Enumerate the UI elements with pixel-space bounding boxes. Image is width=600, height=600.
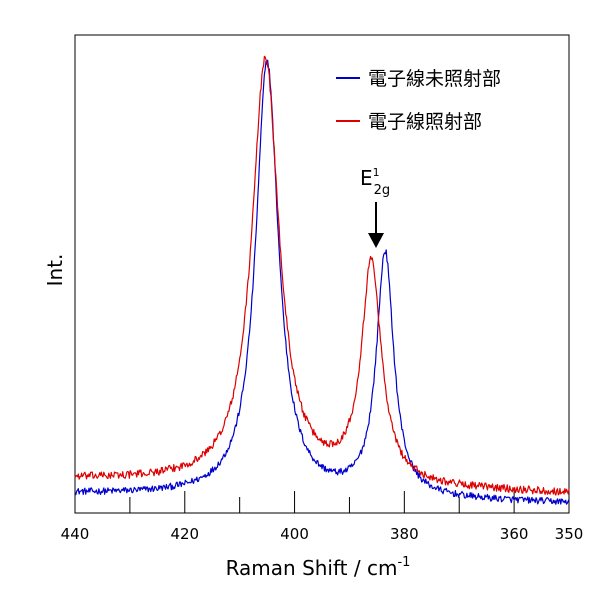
plot-frame (74, 34, 570, 514)
x-tick-label-380: 380 (390, 525, 419, 543)
series-line-1 (74, 59, 570, 505)
x-tick-label-420: 420 (170, 525, 199, 543)
x-axis-title-main: Raman Shift / cm (226, 556, 398, 580)
e2g-annotation: E1 2g (360, 166, 390, 248)
series-line-2 (74, 55, 570, 496)
x-ticks: 440 420 400 380 360 350 (61, 491, 584, 543)
x-axis-title: Raman Shift / cm-1 (226, 555, 411, 580)
annotation-label: E1 2g (360, 166, 390, 198)
x-tick-label-440: 440 (61, 525, 90, 543)
legend: 電子線未照射部 電子線照射部 (336, 68, 501, 133)
x-tick-label-400: 400 (280, 525, 309, 543)
x-tick-label-350: 350 (555, 525, 584, 543)
annotation-base: E (360, 166, 373, 190)
legend-label-2: 電子線照射部 (368, 111, 482, 133)
annotation-subscript: 2g (374, 183, 391, 198)
legend-label-1: 電子線未照射部 (368, 68, 501, 90)
series-layer (74, 55, 570, 505)
annotation-arrow-head (368, 233, 384, 248)
y-axis-title: Int. (43, 254, 67, 287)
x-tick-label-360: 360 (500, 525, 529, 543)
annotation-superscript: 1 (373, 166, 380, 179)
x-axis-title-superscript: -1 (397, 555, 410, 570)
